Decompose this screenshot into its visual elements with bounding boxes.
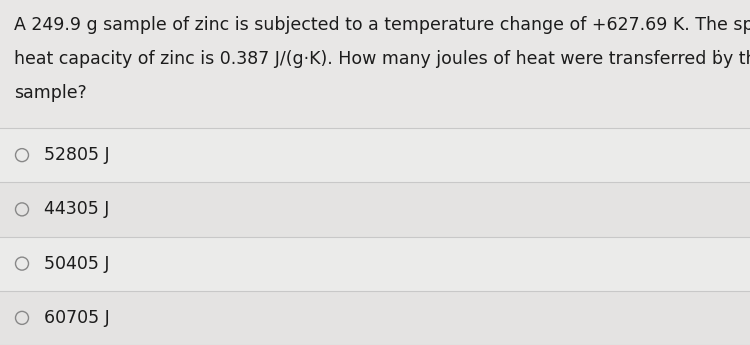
Bar <box>0 0 750 128</box>
Text: sample?: sample? <box>14 84 87 102</box>
Text: heat capacity of zinc is 0.387 J/(g·K). How many joules of heat were transferred: heat capacity of zinc is 0.387 J/(g·K). … <box>14 50 750 68</box>
Text: A 249.9 g sample of zinc is subjected to a temperature change of +627.69 K. The : A 249.9 g sample of zinc is subjected to… <box>14 16 750 34</box>
Bar <box>0 182 750 237</box>
Bar <box>0 128 750 182</box>
Text: 50405 J: 50405 J <box>44 255 110 273</box>
Text: 52805 J: 52805 J <box>44 146 110 164</box>
Bar <box>0 237 750 291</box>
Bar <box>0 291 750 345</box>
Text: 60705 J: 60705 J <box>44 309 110 327</box>
Text: 44305 J: 44305 J <box>44 200 110 218</box>
